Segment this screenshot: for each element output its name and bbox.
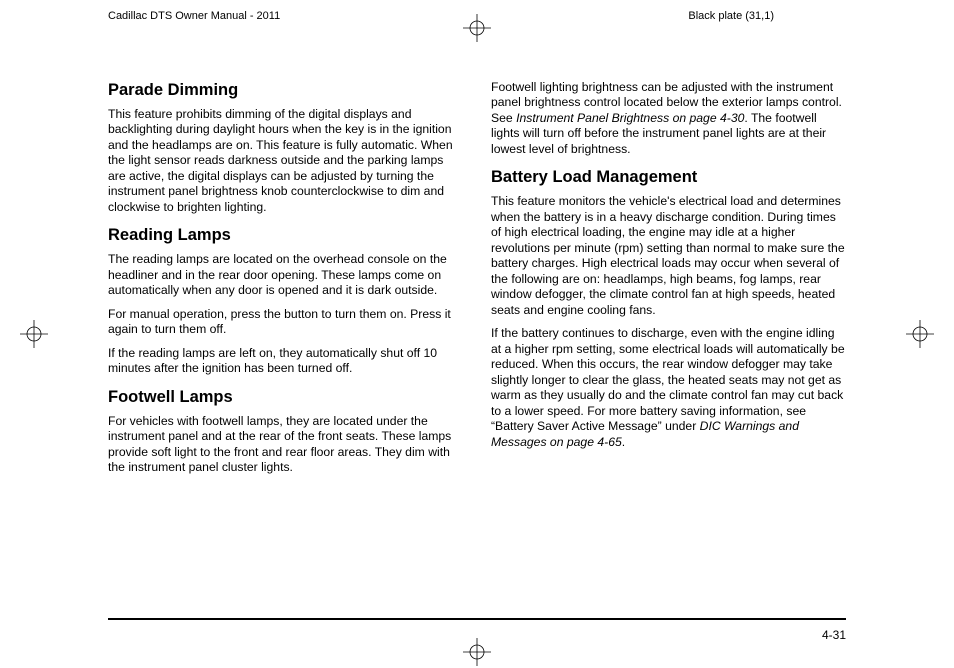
heading-reading-lamps: Reading Lamps [108, 225, 463, 246]
heading-battery-load-management: Battery Load Management [491, 167, 846, 188]
body-text: If the battery continues to discharge, e… [491, 326, 846, 450]
heading-footwell-lamps: Footwell Lamps [108, 387, 463, 408]
header-right-text: Black plate (31,1) [688, 10, 774, 22]
content-columns: Parade Dimming This feature prohibits di… [108, 80, 846, 608]
page: Cadillac DTS Owner Manual - 2011 Black p… [0, 0, 954, 668]
body-text: This feature monitors the vehicle's elec… [491, 194, 846, 318]
right-column: Footwell lighting brightness can be adju… [491, 80, 846, 608]
heading-parade-dimming: Parade Dimming [108, 80, 463, 101]
body-text: This feature prohibits dimming of the di… [108, 107, 463, 215]
registration-mark-icon [20, 320, 48, 348]
body-text: For manual operation, press the button t… [108, 307, 463, 338]
body-text: The reading lamps are located on the ove… [108, 252, 463, 298]
registration-mark-icon [463, 14, 491, 42]
body-text: For vehicles with footwell lamps, they a… [108, 414, 463, 476]
text-run: If the battery continues to discharge, e… [491, 326, 845, 433]
body-text: Footwell lighting brightness can be adju… [491, 80, 846, 157]
header-left-text: Cadillac DTS Owner Manual - 2011 [108, 10, 280, 22]
page-number: 4-31 [822, 628, 846, 642]
registration-mark-icon [906, 320, 934, 348]
footer-rule [108, 618, 846, 620]
cross-reference: Instrument Panel Brightness on page 4-30 [516, 111, 744, 125]
left-column: Parade Dimming This feature prohibits di… [108, 80, 463, 608]
registration-mark-icon [463, 638, 491, 666]
text-run: . [622, 435, 625, 449]
body-text: If the reading lamps are left on, they a… [108, 346, 463, 377]
